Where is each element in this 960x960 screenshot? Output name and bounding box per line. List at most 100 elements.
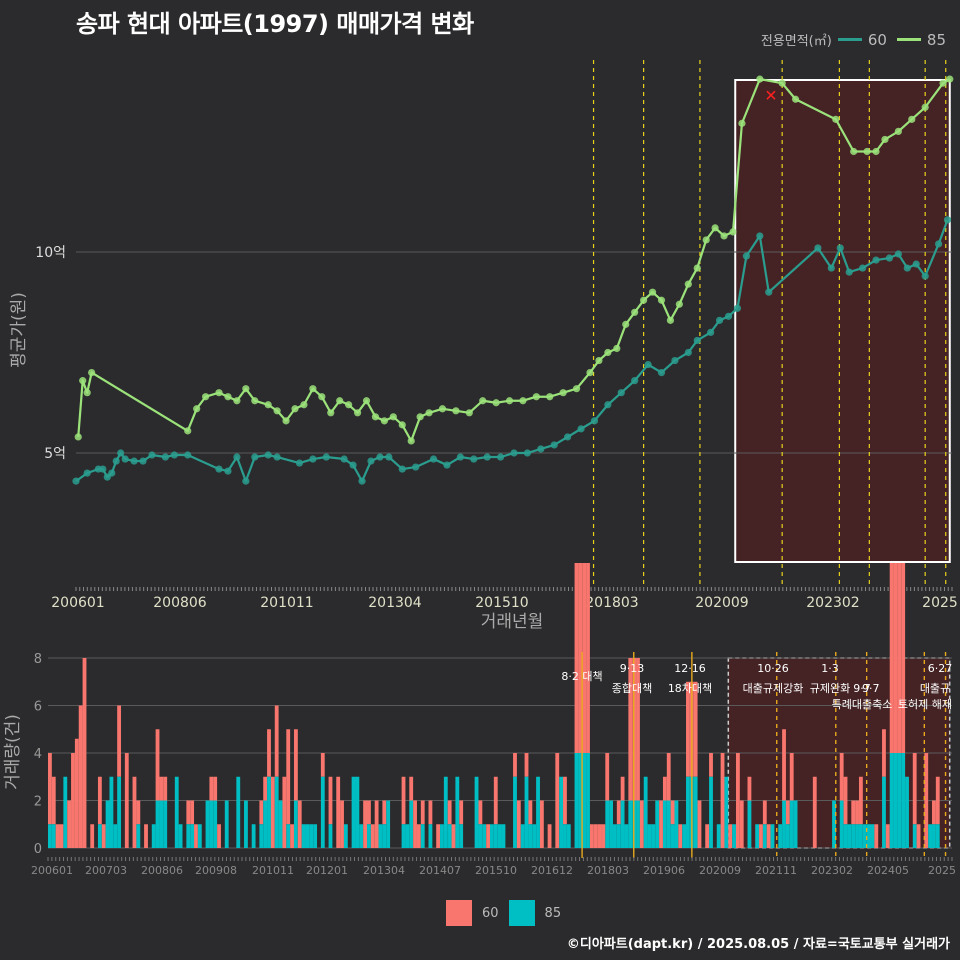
bar-85	[651, 824, 656, 848]
bar-85	[63, 776, 68, 848]
annotation-date-6: 6·27	[928, 662, 953, 675]
point-85-45	[613, 344, 621, 353]
bar-60	[524, 753, 529, 777]
point-85-5	[193, 405, 201, 413]
annotation-label-6: 대출규	[920, 682, 950, 695]
bar-60	[409, 776, 414, 801]
bar-85	[443, 776, 448, 848]
bar-85	[482, 824, 487, 848]
point-60-42	[550, 441, 558, 449]
point-85-67	[881, 135, 889, 144]
x-tick-label-top-3: 201304	[368, 595, 422, 611]
bar-60	[447, 800, 452, 825]
bar-60	[843, 776, 848, 825]
point-85-0	[74, 433, 82, 441]
point-60-68	[894, 250, 902, 258]
bar-85	[716, 824, 721, 848]
point-60-16	[224, 467, 232, 475]
point-85-33	[465, 409, 473, 417]
bar-85	[862, 824, 867, 848]
bar-85	[662, 800, 667, 848]
bar-60	[416, 824, 421, 848]
point-60-11	[148, 451, 156, 459]
bar-60	[924, 753, 929, 848]
bar-60	[436, 824, 441, 848]
bar-85	[478, 824, 483, 848]
bar-60	[459, 800, 464, 825]
y-tick-label-bottom-2: 4	[34, 747, 42, 762]
point-60-64	[845, 268, 853, 276]
bar-60	[336, 776, 341, 848]
bar-85	[274, 776, 279, 848]
x-tick-label-bottom-4: 201011	[252, 864, 294, 877]
bar-85	[870, 824, 875, 848]
legend-bottom-label-85: 85	[544, 905, 562, 921]
bar-85	[236, 776, 241, 848]
point-60-61	[814, 244, 822, 252]
legend-box-60	[446, 900, 472, 926]
point-85-24	[371, 413, 380, 421]
point-85-44	[604, 348, 612, 357]
annotation-date-3: 10·26	[757, 662, 789, 675]
bar-85	[309, 824, 314, 848]
x-tick-label-top-2: 201011	[260, 595, 313, 611]
point-85-49	[648, 288, 657, 296]
bar-85	[259, 824, 264, 848]
bar-85	[605, 800, 610, 848]
point-85-11	[251, 397, 259, 405]
x-tick-label-bottom-11: 201906	[643, 864, 685, 877]
bar-60	[263, 776, 268, 801]
legend-swatch-60	[837, 38, 862, 41]
bar-85	[609, 800, 613, 848]
point-60-43	[564, 433, 572, 441]
bar-60	[605, 753, 610, 801]
bar-85	[447, 824, 452, 848]
bar-85	[616, 824, 621, 848]
bar-85	[159, 800, 164, 848]
bar-85	[513, 776, 517, 848]
point-60-34	[443, 461, 451, 469]
bar-60	[382, 800, 387, 825]
bar-85	[613, 824, 617, 848]
annotation-date-1: 9·13	[620, 662, 645, 675]
bar-85	[770, 824, 775, 848]
bar-85	[536, 776, 540, 848]
bar-60	[697, 800, 702, 848]
bar-60	[659, 800, 663, 848]
bar-60	[720, 753, 725, 848]
bar-60	[451, 824, 456, 848]
bar-85	[782, 800, 786, 848]
point-60-51	[671, 356, 679, 365]
point-85-25	[380, 417, 388, 425]
point-60-56	[724, 312, 733, 320]
bar-85	[855, 824, 859, 848]
bar-60	[74, 738, 79, 848]
bar-85	[105, 800, 110, 848]
point-60-70	[912, 260, 920, 268]
point-60-5	[108, 469, 116, 477]
bar-85	[263, 800, 268, 848]
point-60-59	[756, 232, 764, 240]
point-60-7	[117, 449, 125, 457]
point-85-13	[273, 407, 281, 415]
bar-85	[674, 800, 679, 848]
bar-85	[459, 824, 464, 848]
bar-60	[340, 800, 344, 848]
bar-60	[916, 824, 921, 848]
bar-60	[320, 753, 325, 777]
bar-85	[428, 824, 433, 848]
legend-label-85: 85	[926, 30, 946, 49]
bar-85	[109, 776, 114, 848]
bar-85	[843, 824, 848, 848]
bar-85	[839, 800, 844, 848]
bar-85	[405, 824, 410, 848]
bar-85	[755, 824, 760, 848]
point-60-49	[644, 360, 652, 369]
x-tick-label-bottom-6: 201304	[363, 864, 405, 877]
bar-85	[355, 776, 360, 848]
bar-60	[882, 729, 886, 777]
bar-85	[409, 800, 414, 848]
chart-title: 송파 현대 아파트(1997) 매매가격 변화	[76, 10, 474, 38]
bar-60	[97, 776, 102, 825]
point-60-22	[295, 459, 304, 467]
